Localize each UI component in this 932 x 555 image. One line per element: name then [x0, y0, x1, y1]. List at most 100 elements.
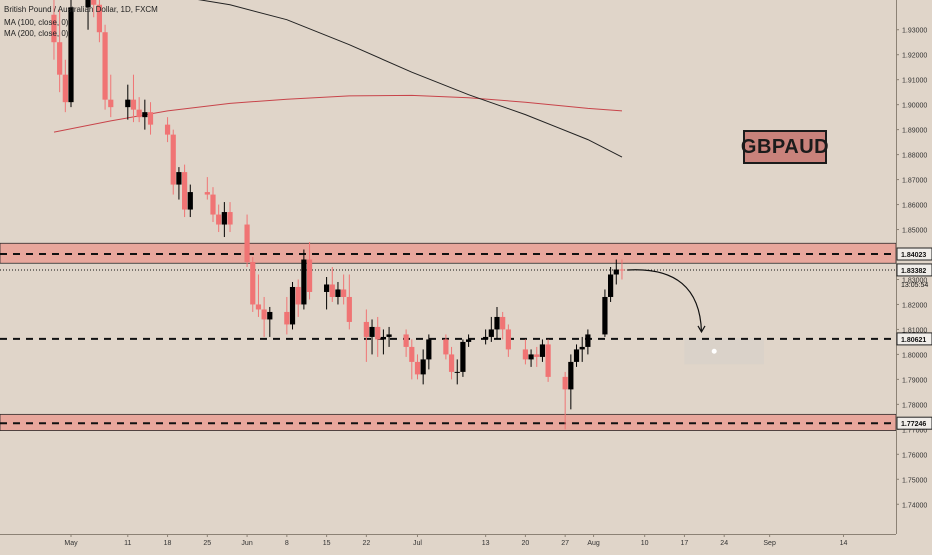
y-tick-label: 1.80000 — [902, 352, 927, 359]
candle-body — [250, 262, 256, 305]
candle — [125, 84, 131, 120]
x-tick-label: 15 — [323, 540, 331, 547]
candle — [414, 354, 421, 380]
current-price-tag-bg — [896, 263, 932, 277]
x-tick-label: Jun — [241, 540, 252, 547]
x-tick-label: May — [64, 540, 78, 547]
candle-body — [85, 0, 91, 8]
candle — [176, 167, 182, 200]
candle-body — [568, 361, 574, 390]
y-tick-label: 1.87000 — [902, 178, 927, 185]
x-tick-label: 17 — [681, 540, 689, 547]
candle — [210, 187, 216, 223]
candle-body — [147, 112, 154, 125]
candle — [68, 0, 74, 108]
y-tick-label: 1.89000 — [902, 128, 927, 135]
candle-body — [420, 359, 426, 375]
annotations-layer — [627, 269, 706, 334]
candle-body — [164, 124, 171, 135]
candle — [375, 316, 381, 357]
projection-arrow-head — [697, 325, 706, 334]
candle-body — [62, 74, 68, 103]
candle-body — [528, 354, 534, 360]
candle-body — [142, 112, 148, 118]
candle — [216, 204, 222, 233]
candle — [579, 336, 585, 362]
candle — [221, 202, 227, 238]
candle-body — [426, 339, 432, 360]
candle — [522, 339, 528, 365]
candle — [420, 349, 426, 385]
candle-body — [562, 376, 568, 390]
candle — [335, 281, 341, 305]
y-tick-label: 1.91000 — [902, 78, 927, 85]
zones-layer — [0, 242, 897, 431]
candle-body — [369, 326, 375, 337]
candle — [85, 0, 91, 30]
x-tick-label: 14 — [840, 540, 848, 547]
candle — [369, 319, 375, 355]
candle-body — [608, 274, 614, 297]
candle — [301, 249, 307, 310]
ma-line — [197, 0, 623, 158]
candle — [267, 306, 273, 337]
candle-body — [108, 99, 114, 108]
x-tick-label: Jul — [413, 540, 422, 547]
candle-body — [284, 311, 290, 325]
candle — [250, 257, 256, 312]
candle-body — [204, 192, 210, 195]
candle — [505, 324, 511, 357]
candle — [244, 214, 250, 267]
candle-body — [187, 192, 193, 210]
candle-body — [301, 259, 307, 305]
candle — [528, 349, 534, 367]
y-tick-label: 1.74000 — [902, 502, 927, 509]
level-price-tag-bg — [896, 416, 932, 430]
candle-body — [329, 284, 335, 297]
y-tick-label: 1.85000 — [902, 228, 927, 235]
candle-body — [91, 0, 97, 5]
candle — [341, 274, 347, 305]
candle — [164, 117, 171, 143]
projection-arrow — [627, 269, 703, 332]
candle — [562, 371, 568, 430]
candle — [284, 296, 290, 335]
candle-body — [261, 309, 267, 320]
candle — [261, 296, 267, 337]
time-axis: May 11 18 25 Jun 8 15 22 Jul 13 20 27 Aug 10 17 24 Sep 14 — [0, 534, 896, 547]
x-tick-label: Sep — [763, 540, 776, 547]
candle — [454, 359, 460, 385]
candle-body — [289, 286, 296, 325]
level-price-tag-bg — [896, 332, 932, 346]
candle-body — [335, 289, 341, 297]
candle-body — [483, 336, 489, 340]
candle-body — [500, 316, 506, 330]
x-tick-label: 24 — [720, 540, 728, 547]
candle — [346, 274, 352, 330]
candle — [539, 339, 546, 362]
candle-body — [96, 4, 102, 33]
symbol-label: GBPAUD — [741, 130, 829, 164]
candle — [329, 266, 335, 302]
current-price-tag: 1.83382 — [901, 268, 926, 275]
candle-body — [579, 346, 585, 350]
candle — [448, 346, 455, 380]
candle — [187, 184, 193, 218]
candle-body — [182, 172, 188, 210]
level-price-tag: 1.77246 — [901, 421, 926, 428]
candle — [62, 59, 68, 113]
y-tick-label: 1.75000 — [902, 477, 927, 484]
candle — [380, 329, 386, 355]
candle-body — [585, 334, 591, 347]
candle — [545, 339, 551, 382]
candle — [136, 97, 142, 123]
candle — [130, 74, 137, 123]
y-tick-label: 1.88000 — [902, 153, 927, 160]
y-tick-label: 1.86000 — [902, 203, 927, 210]
candle-body — [125, 99, 131, 108]
candle-body — [130, 99, 137, 110]
candle — [488, 316, 494, 342]
candle-body — [346, 296, 352, 322]
